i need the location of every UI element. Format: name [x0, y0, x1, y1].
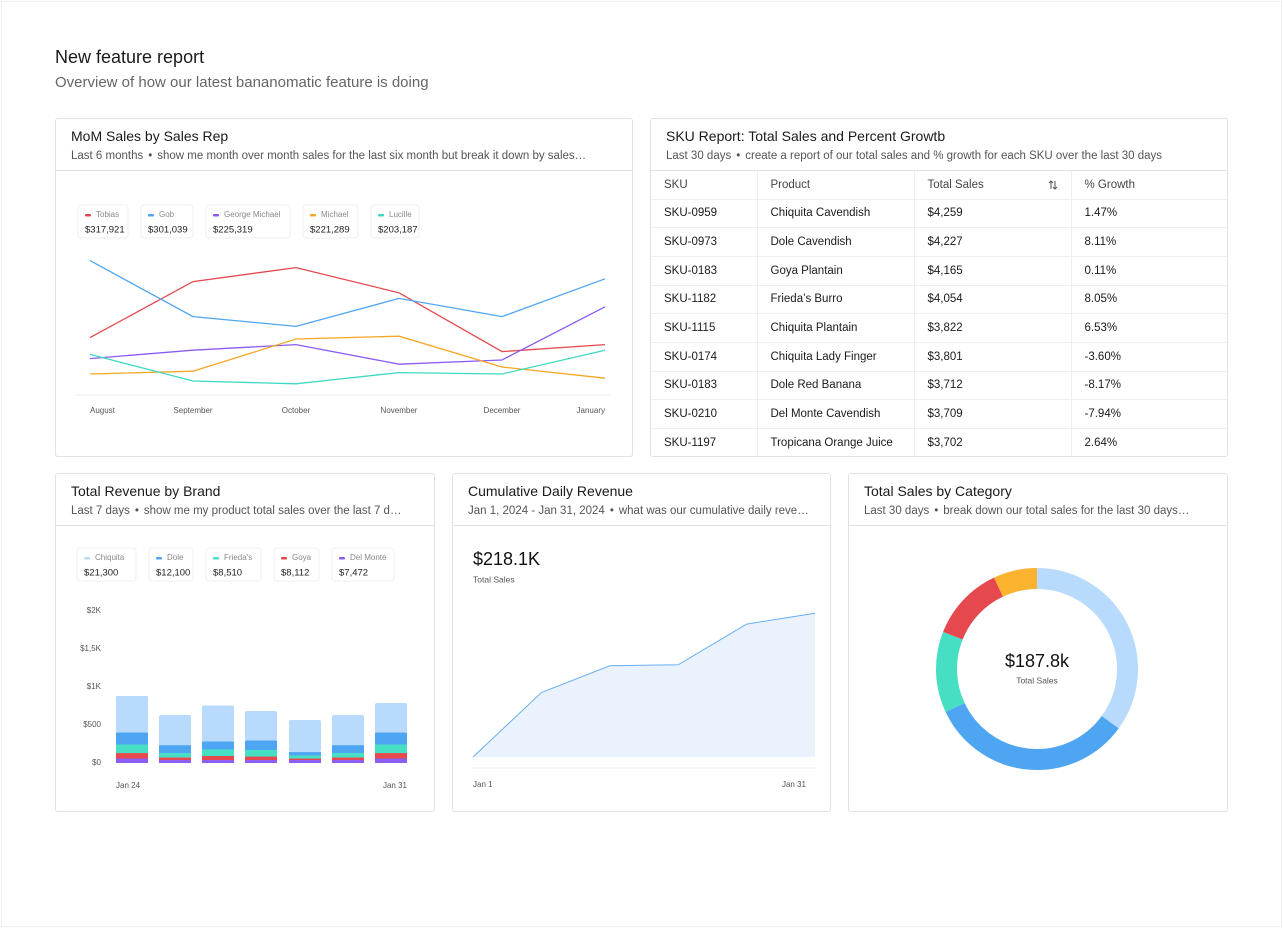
card-subtitle: Last 6 months • show me month over month s… — [71, 150, 587, 162]
table-cell: SKU-0174 — [651, 342, 758, 372]
table-cell: $3,702 — [914, 428, 1072, 456]
divider — [453, 525, 830, 526]
prompt: create a report of our total sales and %… — [745, 150, 1163, 162]
table-cell: $4,259 — [914, 199, 1072, 229]
divider — [651, 170, 1227, 171]
column-header: Product — [757, 171, 915, 200]
table-cell: 8.05% — [1071, 285, 1227, 315]
card-subtitle: Jan 1, 2024 - Jan 31, 2024 • what was our … — [468, 505, 809, 517]
prompt: show me month over month sales for the l… — [157, 150, 587, 162]
table-cell: SKU-0183 — [651, 371, 758, 401]
table-row: SKU-0973 Dole Cavendish $4,227 8.11% — [651, 227, 1227, 257]
table-cell: $4,227 — [914, 227, 1072, 257]
page-subtitle: Overview of how our latest bananomatic f… — [55, 74, 429, 91]
table-cell: Chiquita Lady Finger — [757, 342, 915, 372]
header-row: SKU Product Total Sales% Growth — [651, 171, 1227, 200]
table-cell: Chiquita Cavendish — [757, 199, 915, 229]
table-cell: -8.17% — [1071, 371, 1227, 401]
table-cell: SKU-1182 — [651, 285, 758, 315]
divider — [56, 170, 632, 171]
sort-icon[interactable] — [1047, 179, 1059, 191]
table-cell: SKU-0959 — [651, 199, 758, 229]
divider — [849, 525, 1227, 526]
card: SKU Report: Total Sales and Percent Grow… — [650, 118, 1228, 457]
table-cell: 0.11% — [1071, 256, 1227, 286]
period: Last 30 days — [864, 505, 930, 517]
sku-table: SKU Product Total Sales% Growth SKU-0959 Ch… — [651, 171, 1227, 456]
prompt: break down our total sales for the last … — [943, 505, 1190, 517]
table-cell: Goya Plantain — [757, 256, 915, 286]
card: Cumulative Daily Revenue Jan 1, 2024 - J… — [452, 473, 831, 812]
card-subtitle: Last 30 days • break down our total sales … — [864, 505, 1190, 517]
table-cell: SKU-1197 — [651, 428, 758, 456]
table-cell: Del Monte Cavendish — [757, 399, 915, 429]
table-cell: Dole Red Banana — [757, 371, 915, 401]
card-title: SKU Report: Total Sales and Percent Grow… — [666, 128, 946, 144]
table-row: SKU-0183 Goya Plantain $4,165 0.11% — [651, 256, 1227, 286]
period: Last 6 months — [71, 150, 144, 162]
period: Last 7 days — [71, 505, 130, 517]
table-row: SKU-0210 Del Monte Cavendish $3,709 -7.94% — [651, 399, 1227, 429]
table-cell: Dole Cavendish — [757, 227, 915, 257]
card-title: MoM Sales by Sales Rep — [71, 128, 229, 144]
prompt: what was our cumulative daily reve… — [618, 505, 809, 517]
table-cell: -7.94% — [1071, 399, 1227, 429]
table-cell: 6.53% — [1071, 313, 1227, 343]
table-row: SKU-1182 Frieda’s Burro $4,054 8.05% — [651, 285, 1227, 315]
prompt: show me my product total sales over the … — [143, 505, 402, 517]
card-title: Total Revenue by Brand — [71, 483, 221, 499]
table-cell: 2.64% — [1071, 428, 1227, 456]
table-cell: Tropicana Orange Juice — [757, 428, 915, 456]
table-cell: SKU-0973 — [651, 227, 758, 257]
table-cell: Frieda’s Burro — [757, 285, 915, 315]
page-title: New feature report — [55, 47, 205, 67]
card-title: Cumulative Daily Revenue — [468, 483, 633, 499]
period: Last 30 days — [666, 150, 732, 162]
table-cell: $3,709 — [914, 399, 1072, 429]
column-header: % Growth — [1071, 171, 1227, 200]
table-row: SKU-0959 Chiquita Cavendish $4,259 1.47% — [651, 199, 1227, 229]
table-cell: 8.11% — [1071, 227, 1227, 257]
column-header: Total Sales — [914, 171, 1072, 200]
table-cell: $3,712 — [914, 371, 1072, 401]
table-cell: SKU-0210 — [651, 399, 758, 429]
table-row: SKU-0174 Chiquita Lady Finger $3,801 -3.60% — [651, 342, 1227, 372]
period: Jan 1, 2024 - Jan 31, 2024 — [468, 505, 605, 517]
card: Total Revenue by Brand Last 7 days • show … — [55, 473, 435, 812]
table-cell: $3,801 — [914, 342, 1072, 372]
column-header: SKU — [651, 171, 758, 200]
divider — [56, 525, 434, 526]
table-cell: 1.47% — [1071, 199, 1227, 229]
table-cell: $3,822 — [914, 313, 1072, 343]
card-subtitle: Last 7 days • show me my product total sal… — [71, 505, 402, 517]
table-cell: -3.60% — [1071, 342, 1227, 372]
table-cell: SKU-0183 — [651, 256, 758, 286]
table-row: SKU-0183 Dole Red Banana $3,712 -8.17% — [651, 371, 1227, 401]
card: Total Sales by Category Last 30 days • bre… — [848, 473, 1228, 812]
card-subtitle: Last 30 days • create a report of our tota… — [666, 150, 1163, 162]
table-cell: $4,165 — [914, 256, 1072, 286]
table-cell: Chiquita Plantain — [757, 313, 915, 343]
table-row: SKU-1197 Tropicana Orange Juice $3,702 2.64… — [651, 428, 1227, 456]
table-cell: $4,054 — [914, 285, 1072, 315]
table-row: SKU-1115 Chiquita Plantain $3,822 6.53% — [651, 313, 1227, 343]
table-cell: SKU-1115 — [651, 313, 758, 343]
card-title: Total Sales by Category — [864, 483, 1012, 499]
card: MoM Sales by Sales Rep Last 6 months • sho… — [55, 118, 633, 457]
